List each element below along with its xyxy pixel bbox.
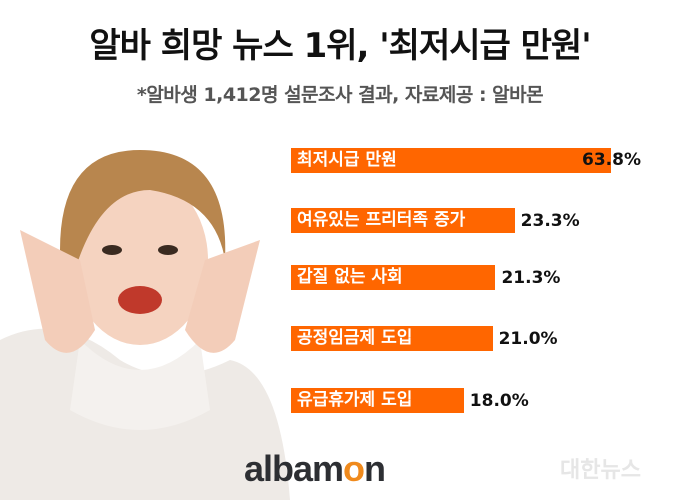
bar-label: 공정임금제 도입 (297, 328, 413, 348)
logo-text: albam (244, 448, 344, 489)
chart-subtitle: *알바생 1,412명 설문조사 결과, 자료제공 : 알바몬 (136, 84, 544, 106)
bar-row: 공정임금제 도입 21.0% (291, 326, 558, 351)
bar-label: 최저시급 만원 (297, 150, 397, 170)
bar-label: 갑질 없는 사회 (297, 267, 403, 287)
bar: 유급휴가제 도입 (291, 388, 464, 413)
watermark: 대한뉴스 (560, 458, 641, 483)
bar: 갑질 없는 사회 (291, 265, 496, 290)
bar-value: 23.3% (520, 210, 580, 231)
bar-row: 여유있는 프리터족 증가 23.3% (291, 208, 580, 233)
bar-label: 여유있는 프리터족 증가 (297, 210, 466, 230)
bar-value: 21.3% (501, 267, 561, 288)
bar: 공정임금제 도입 (291, 326, 493, 351)
chart-title: 알바 희망 뉴스 1위, '최저시급 만원' (89, 26, 591, 66)
model-photo (0, 150, 290, 500)
logo-o-cat: o (343, 448, 365, 489)
bar-value: 63.8% (582, 150, 641, 170)
bar-value: 21.0% (498, 328, 558, 349)
logo-text-end: n (364, 448, 386, 489)
bar: 여유있는 프리터족 증가 (291, 208, 515, 233)
bar-row: 유급휴가제 도입 18.0% (291, 388, 529, 413)
bar-label: 유급휴가제 도입 (297, 390, 413, 410)
albamon-logo: albamon (244, 448, 386, 490)
bar-row: 갑질 없는 사회 21.3% (291, 265, 560, 290)
bar-row: 최저시급 만원 63.8% (291, 148, 641, 173)
bar: 최저시급 만원 63.8% (291, 148, 641, 173)
bar-value: 18.0% (469, 390, 529, 411)
